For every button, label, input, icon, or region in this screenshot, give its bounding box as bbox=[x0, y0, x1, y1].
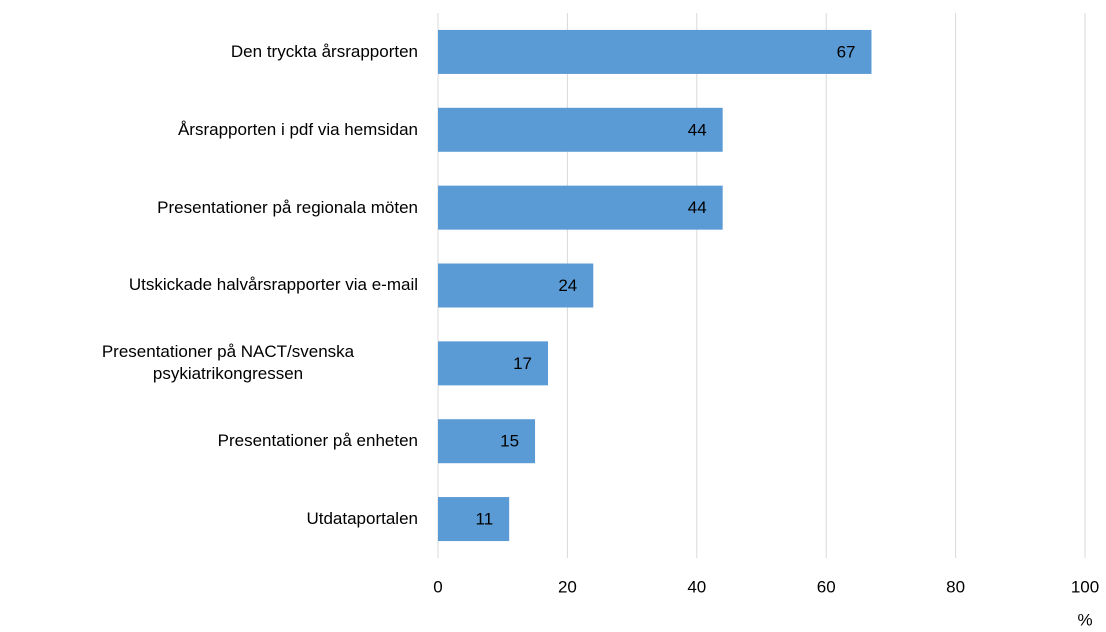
y-tick-label: Presentationer på enheten bbox=[217, 431, 418, 451]
y-tick-label: Den tryckta årsrapporten bbox=[230, 41, 418, 61]
x-tick-label: 0 bbox=[433, 577, 442, 596]
y-tick-label-box: Utdataportalen bbox=[0, 480, 418, 558]
bar bbox=[438, 107, 723, 152]
y-tick-label: Årsrapporten i pdf via hemsidan bbox=[177, 119, 418, 139]
bar bbox=[438, 419, 536, 464]
x-tick-label: 100 bbox=[1071, 577, 1099, 596]
y-tick-label-box: Utskickade halvårsrapporter via e-mail bbox=[0, 247, 418, 325]
y-tick-label-box: Den tryckta årsrapporten bbox=[0, 13, 418, 91]
value-label: 11 bbox=[476, 510, 494, 529]
value-label: 44 bbox=[688, 120, 707, 139]
value-label: 44 bbox=[688, 198, 707, 217]
bar bbox=[438, 497, 510, 542]
bar bbox=[438, 185, 723, 230]
y-tick-label-box: Presentationer på regionala möten bbox=[0, 169, 418, 247]
y-tick-label-box: Presentationer på enheten bbox=[0, 402, 418, 480]
value-label: 17 bbox=[513, 354, 532, 373]
y-tick-label: Utskickade halvårsrapporter via e-mail bbox=[128, 275, 418, 295]
y-tick-label-box: Presentationer på NACT/svenska psykiatri… bbox=[0, 324, 418, 402]
bar bbox=[438, 29, 872, 74]
x-tick-label: 60 bbox=[817, 577, 836, 596]
y-tick-label: Presentationer på NACT/svenska psykiatri… bbox=[101, 342, 355, 384]
bar bbox=[438, 341, 548, 386]
x-tick-label: 80 bbox=[946, 577, 965, 596]
value-label: 15 bbox=[500, 432, 519, 451]
y-tick-label: Presentationer på regionala möten bbox=[157, 197, 418, 217]
x-axis-label: % bbox=[1077, 610, 1092, 629]
y-tick-label: Utdataportalen bbox=[306, 509, 418, 529]
bar bbox=[438, 263, 594, 308]
x-tick-label: 40 bbox=[687, 577, 706, 596]
value-label: 67 bbox=[837, 42, 856, 61]
y-tick-label-box: Årsrapporten i pdf via hemsidan bbox=[0, 91, 418, 169]
x-tick-label: 20 bbox=[558, 577, 577, 596]
value-label: 24 bbox=[558, 276, 577, 295]
